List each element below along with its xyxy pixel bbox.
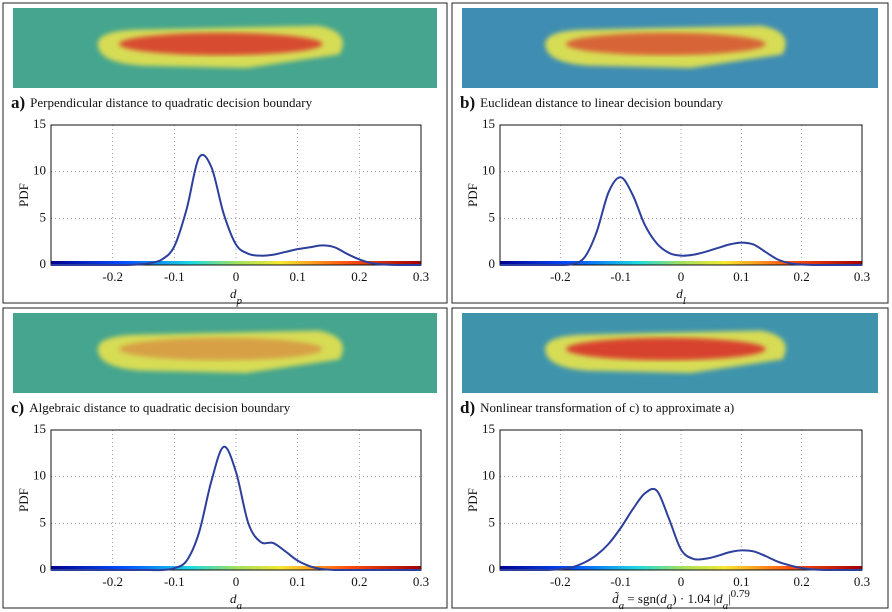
panel-label: b): [460, 93, 475, 112]
y-tick-label: 0: [489, 256, 496, 271]
panel-title-text: Algebraic distance to quadratic decision…: [29, 400, 290, 415]
x-axis-label-part: a: [723, 600, 729, 612]
plot-frame: [50, 429, 422, 571]
y-tick-label: 15: [482, 116, 495, 131]
x-axis-label: da: [230, 591, 243, 612]
colorbar: [51, 566, 421, 570]
y-tick-label: 15: [33, 421, 46, 436]
x-axis-label: d̃a = sgn(da) · 1.04 |da|0.79: [612, 588, 750, 612]
y-tick-label: 5: [40, 514, 47, 529]
x-tick-label: 0.3: [854, 574, 870, 589]
panel-title-text: Nonlinear transformation of c) to approx…: [480, 400, 734, 415]
panel-label: c): [11, 398, 24, 417]
x-tick-label: -0.2: [102, 574, 123, 589]
heatmap-core: [566, 337, 766, 361]
pdf-curve: [499, 176, 862, 267]
x-tick-label: 0.2: [794, 574, 810, 589]
x-tick-label: 0.3: [413, 269, 429, 284]
x-axis-label-part: a: [237, 600, 243, 612]
plot-frame: [499, 429, 863, 571]
y-axis-label: PDF: [465, 488, 480, 512]
heatmap-core: [118, 32, 323, 56]
x-tick-label: -0.2: [550, 574, 571, 589]
panel-label: a): [11, 93, 25, 112]
x-tick-label: 0.2: [351, 574, 367, 589]
plot-frame: [50, 124, 422, 266]
x-tick-label: 0.1: [290, 269, 306, 284]
panel: d) Nonlinear transformation of c) to appr…: [451, 307, 889, 612]
panel: c) Algebraic distance to quadratic decisi…: [2, 307, 448, 612]
panel: a) Perpendicular distance to quadratic de…: [2, 2, 448, 307]
y-axis-label: PDF: [465, 183, 480, 207]
x-axis-label-part: d: [676, 286, 683, 301]
x-tick-label: 0: [678, 269, 685, 284]
y-tick-label: 15: [33, 116, 46, 131]
heatmap-core: [118, 337, 323, 361]
x-tick-label: -0.1: [164, 269, 185, 284]
x-tick-label: 0: [678, 574, 685, 589]
y-tick-label: 10: [482, 163, 495, 178]
x-axis-label-part: p: [236, 295, 243, 307]
y-tick-label: 5: [489, 514, 496, 529]
panel-title-text: Euclidean distance to linear decision bo…: [480, 95, 723, 110]
y-tick-label: 10: [482, 468, 495, 483]
plot-frame: [499, 124, 863, 266]
y-tick-label: 5: [40, 209, 47, 224]
heatmap-core: [566, 32, 766, 56]
x-axis-label-part: = sgn(: [624, 591, 660, 606]
y-tick-label: 0: [489, 561, 496, 576]
x-tick-label: -0.1: [610, 269, 631, 284]
y-tick-label: 10: [33, 468, 46, 483]
pdf-curve: [500, 487, 862, 572]
panel: b) Euclidean distance to linear decision …: [451, 2, 889, 307]
panel-title: d) Nonlinear transformation of c) to appr…: [460, 398, 734, 417]
x-axis-label-part: d: [230, 286, 237, 301]
x-tick-label: 0: [233, 269, 240, 284]
y-tick-label: 10: [33, 163, 46, 178]
x-axis-label-part: |: [728, 591, 731, 606]
x-axis-label-part: a: [667, 600, 673, 612]
x-tick-label: 0.1: [733, 269, 749, 284]
x-axis-label-part: d: [230, 591, 237, 606]
y-tick-label: 0: [40, 561, 47, 576]
panel-title-text: Perpendicular distance to quadratic deci…: [30, 95, 312, 110]
y-axis-label: PDF: [16, 183, 31, 207]
x-axis-label-part: 0.79: [731, 588, 751, 600]
colorbar: [500, 566, 862, 570]
x-axis-label-part: d̃: [612, 591, 620, 606]
x-axis-label: dp: [230, 286, 243, 307]
pdf-curve: [50, 153, 421, 267]
x-tick-label: 0.2: [794, 269, 810, 284]
y-axis-label: PDF: [16, 488, 31, 512]
x-tick-label: 0.2: [351, 269, 367, 284]
x-tick-label: 0.1: [733, 574, 749, 589]
colorbar: [51, 261, 421, 265]
y-tick-label: 5: [489, 209, 496, 224]
x-axis-label: dl: [676, 286, 686, 307]
x-axis-label-part: a: [619, 600, 625, 612]
pdf-curve: [51, 445, 421, 572]
panel-label: d): [460, 398, 475, 417]
x-tick-label: -0.2: [102, 269, 123, 284]
x-tick-label: -0.1: [164, 574, 185, 589]
y-tick-label: 15: [482, 421, 495, 436]
x-tick-label: 0.3: [413, 574, 429, 589]
y-tick-label: 0: [40, 256, 47, 271]
colorbar: [500, 261, 862, 265]
x-tick-label: 0.1: [290, 574, 306, 589]
x-tick-label: -0.2: [550, 269, 571, 284]
panel-title: b) Euclidean distance to linear decision …: [460, 93, 724, 112]
panel-title: c) Algebraic distance to quadratic decisi…: [11, 398, 291, 417]
x-tick-label: -0.1: [610, 574, 631, 589]
x-axis-label-part: d: [660, 591, 667, 606]
x-axis-label-part: ) · 1.04 |: [672, 591, 716, 606]
x-axis-label-part: l: [683, 295, 686, 307]
x-axis-label-part: d: [716, 591, 723, 606]
x-tick-label: 0.3: [854, 269, 870, 284]
x-tick-label: 0: [233, 574, 240, 589]
panel-title: a) Perpendicular distance to quadratic de…: [11, 93, 313, 112]
